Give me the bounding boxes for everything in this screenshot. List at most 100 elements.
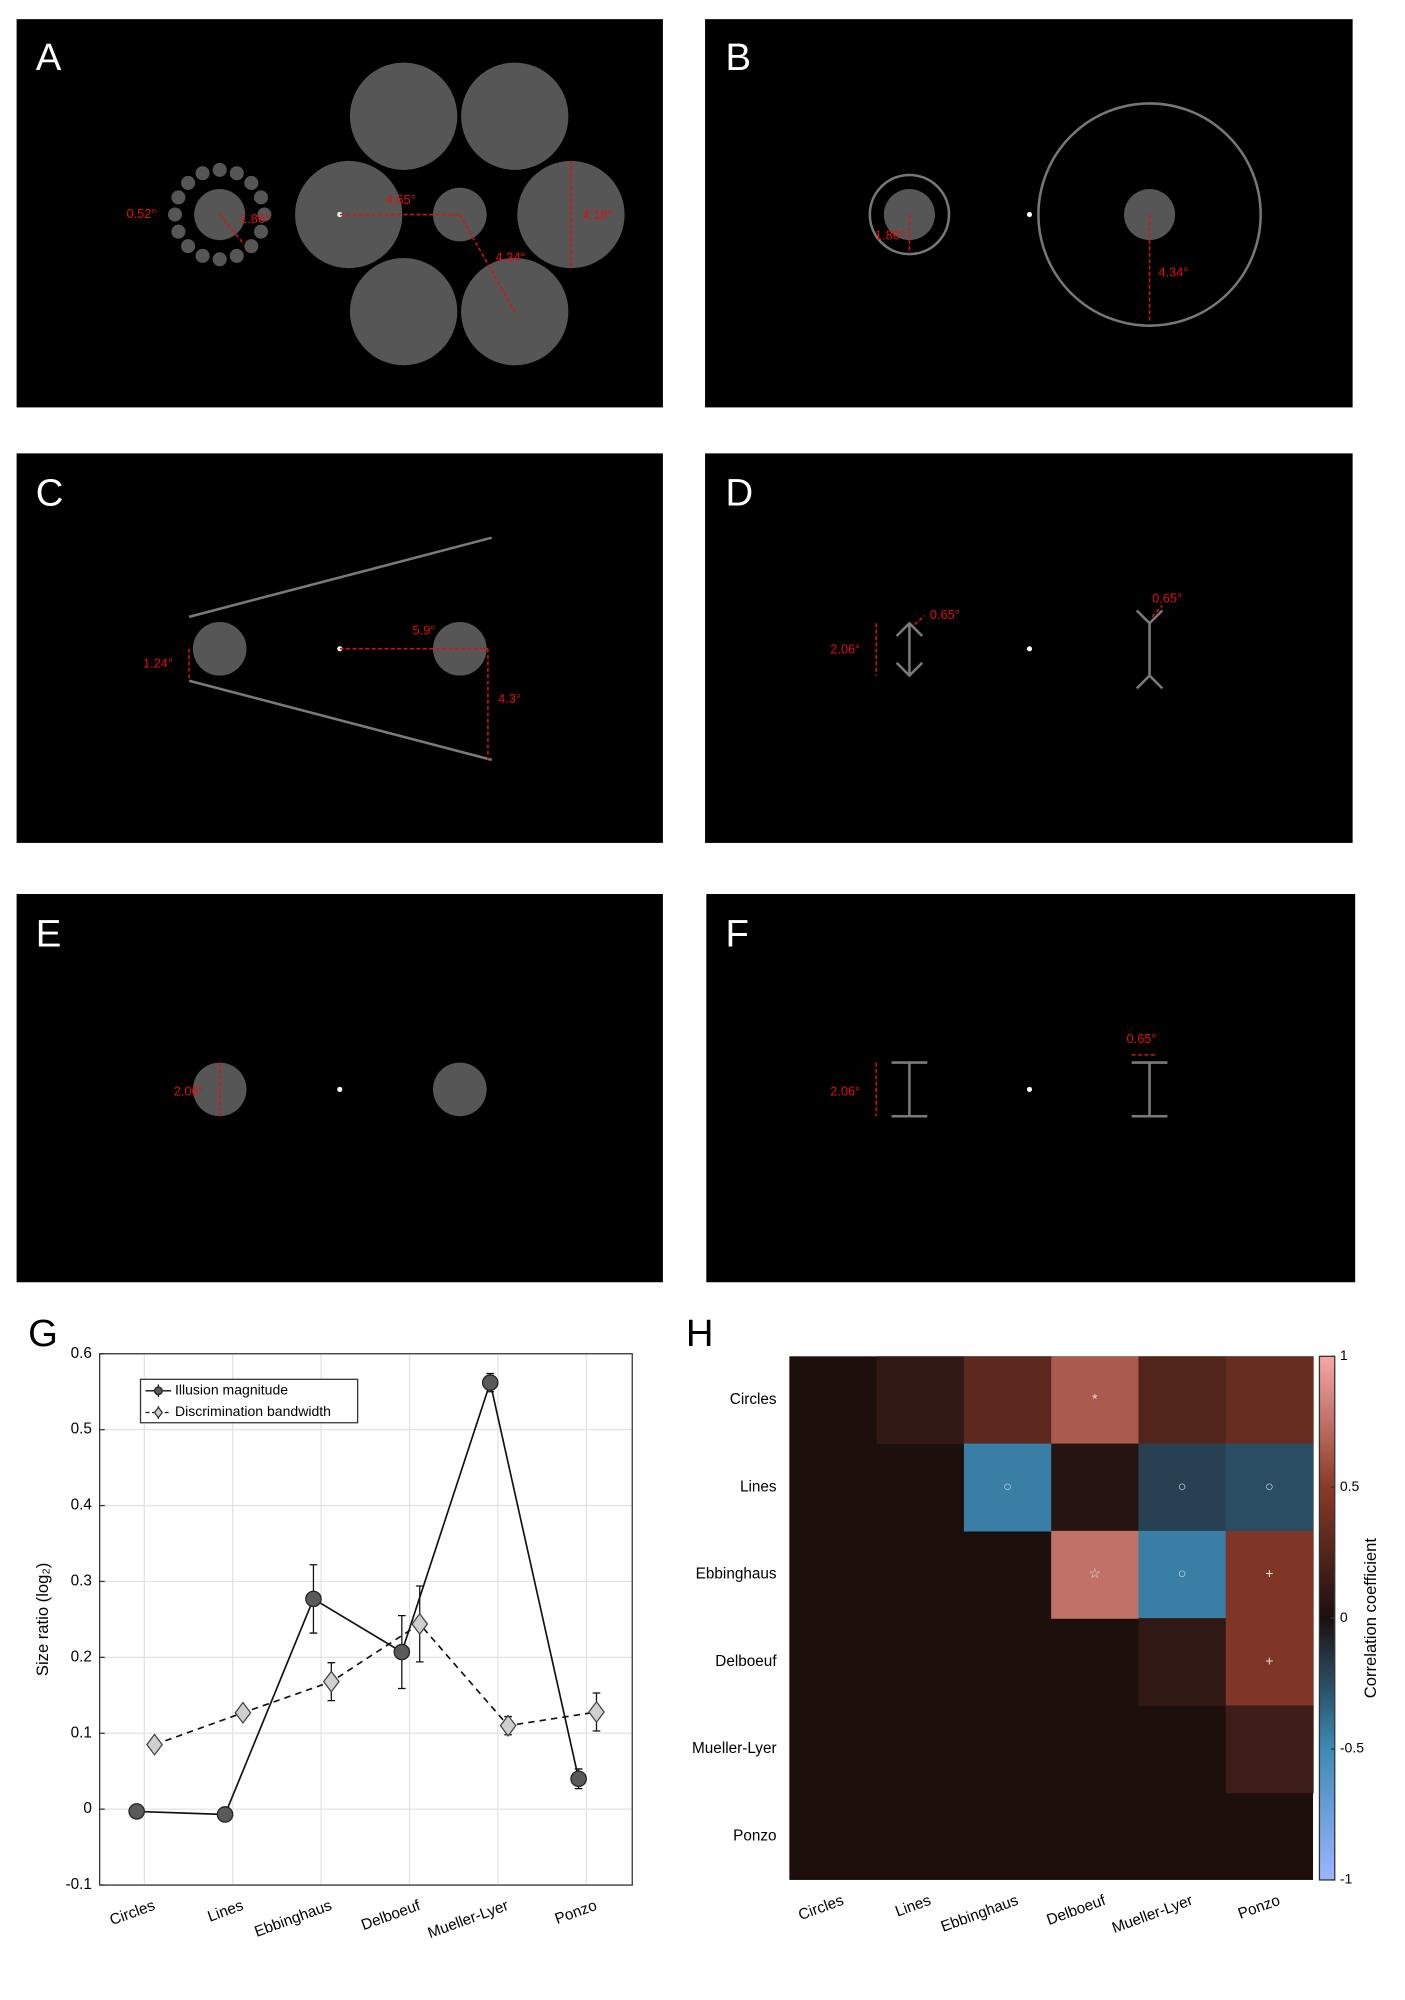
heatmap-cell bbox=[1138, 1530, 1227, 1619]
series-line bbox=[154, 1622, 597, 1746]
y-tick-label: 0 bbox=[83, 1800, 92, 1817]
significance-marker: ○ bbox=[1178, 1478, 1186, 1494]
measure-line bbox=[875, 1054, 1155, 1117]
marker bbox=[393, 1643, 411, 1661]
marker bbox=[322, 1670, 340, 1693]
inducer-dot bbox=[171, 190, 186, 205]
measure-label: 0.52° bbox=[126, 206, 156, 221]
target bbox=[192, 621, 247, 676]
series-line bbox=[136, 1379, 580, 1816]
y-tick-label: -0.1 bbox=[66, 1876, 92, 1893]
i-beam bbox=[891, 1061, 928, 1118]
inducer-dot bbox=[244, 175, 259, 190]
row-label: Circles bbox=[730, 1391, 777, 1408]
marker bbox=[481, 1374, 499, 1391]
measure-label: 4.34° bbox=[496, 249, 526, 264]
significance-marker: + bbox=[1265, 1652, 1273, 1668]
colorbar-tick-label: 1 bbox=[1340, 1347, 1348, 1363]
heatmap-cell bbox=[1051, 1443, 1140, 1532]
mueller-lyer-arrow bbox=[1135, 609, 1164, 690]
panel-letter: A bbox=[36, 36, 62, 79]
measure-label: 0.65° bbox=[1127, 1031, 1157, 1046]
row-label: Lines bbox=[740, 1478, 777, 1495]
marker bbox=[411, 1612, 429, 1636]
legend-box bbox=[139, 1378, 359, 1424]
marker bbox=[570, 1770, 587, 1788]
y-tick-label: 0.5 bbox=[71, 1421, 92, 1438]
y-tick-label: 0.4 bbox=[71, 1497, 93, 1514]
significance-marker: ☆ bbox=[1089, 1565, 1102, 1581]
y-tick-label: 0.3 bbox=[71, 1573, 92, 1590]
heatmap-cell bbox=[1051, 1356, 1140, 1445]
heatmap-cell bbox=[1051, 1530, 1140, 1619]
x-tick-label: Ebbinghaus bbox=[252, 1897, 334, 1941]
measure-label: 5.9° bbox=[413, 622, 436, 637]
measure-line bbox=[908, 214, 1151, 322]
panel-letter: C bbox=[36, 472, 64, 515]
column-label: Ebbinghaus bbox=[939, 1892, 1021, 1936]
column-label: Delboeuf bbox=[1044, 1892, 1108, 1929]
heatmap-cell bbox=[1138, 1356, 1227, 1445]
column-label: Lines bbox=[893, 1892, 934, 1921]
legend-marker bbox=[153, 1406, 164, 1419]
colorbar-tick-label: 0 bbox=[1340, 1609, 1348, 1625]
colorbar-tick-label: -1 bbox=[1340, 1871, 1353, 1887]
inducer bbox=[461, 62, 569, 170]
ponzo-lines bbox=[188, 536, 493, 762]
heatmap-cell bbox=[963, 1443, 1052, 1532]
measure-label: 1.86° bbox=[240, 211, 270, 226]
y-axis-label: Size ratio (log₂) bbox=[33, 1563, 52, 1676]
panel-letter: H bbox=[686, 1312, 714, 1355]
row-label: Mueller-Lyer bbox=[692, 1740, 777, 1757]
heatmap-cell bbox=[1138, 1618, 1227, 1707]
inducer-dot bbox=[229, 248, 244, 263]
column-label: Circles bbox=[796, 1892, 846, 1924]
colorbar-tick-label: 0.5 bbox=[1340, 1478, 1360, 1494]
inducer-dot bbox=[181, 175, 196, 190]
legend-label: Illusion magnitude bbox=[175, 1382, 288, 1398]
measure-label: 2.06° bbox=[174, 1083, 204, 1098]
panel-letter: B bbox=[725, 36, 751, 79]
heatmap-cell bbox=[1225, 1618, 1314, 1707]
panel-f: F 2.06° 0.65° bbox=[706, 893, 1356, 1283]
panel-letter: D bbox=[725, 472, 753, 515]
measure-label: 4.34° bbox=[1158, 265, 1188, 280]
inducer-dot bbox=[244, 239, 259, 254]
measure-line bbox=[188, 648, 489, 760]
column-label: Ponzo bbox=[1236, 1892, 1283, 1923]
i-beam bbox=[1131, 1061, 1168, 1118]
x-tick-label: Ponzo bbox=[553, 1897, 600, 1928]
fixation bbox=[1026, 212, 1033, 218]
fixation bbox=[1026, 646, 1033, 652]
x-tick-label: Mueller-Lyer bbox=[426, 1897, 511, 1942]
marker bbox=[216, 1806, 234, 1823]
heatmap-cell bbox=[1225, 1443, 1314, 1532]
marker bbox=[234, 1701, 252, 1725]
marker bbox=[305, 1590, 322, 1608]
target bbox=[432, 621, 487, 676]
marker bbox=[128, 1803, 145, 1820]
plot-area bbox=[99, 1353, 633, 1886]
colorbar-tick-label: -0.5 bbox=[1340, 1740, 1364, 1756]
inducer-dot bbox=[167, 207, 183, 222]
inducer bbox=[349, 62, 458, 170]
heatmap-cell bbox=[1225, 1705, 1314, 1794]
panel-c: C 1.24° 5.9° 4.3° bbox=[16, 453, 663, 843]
axes-box bbox=[98, 1353, 633, 1886]
y-tick-label: 0.6 bbox=[71, 1345, 92, 1362]
measure-label: 2.06° bbox=[830, 641, 860, 656]
inducer-dot bbox=[253, 190, 269, 205]
colorbar-label: Correlation coefficient bbox=[1361, 1538, 1380, 1699]
column-label: Mueller-Lyer bbox=[1110, 1892, 1195, 1937]
heatmap-cell bbox=[1138, 1443, 1227, 1532]
row-label: Delboeuf bbox=[715, 1653, 777, 1670]
row-label: Ebbinghaus bbox=[696, 1566, 777, 1583]
inducer-ring bbox=[868, 173, 951, 256]
measure-label: 1.24° bbox=[143, 655, 173, 670]
measure-label: 4.65° bbox=[386, 192, 416, 207]
significance-marker: ○ bbox=[1178, 1565, 1186, 1581]
panel-letter: F bbox=[725, 912, 748, 955]
panel-e: E 2.06° bbox=[16, 893, 663, 1283]
